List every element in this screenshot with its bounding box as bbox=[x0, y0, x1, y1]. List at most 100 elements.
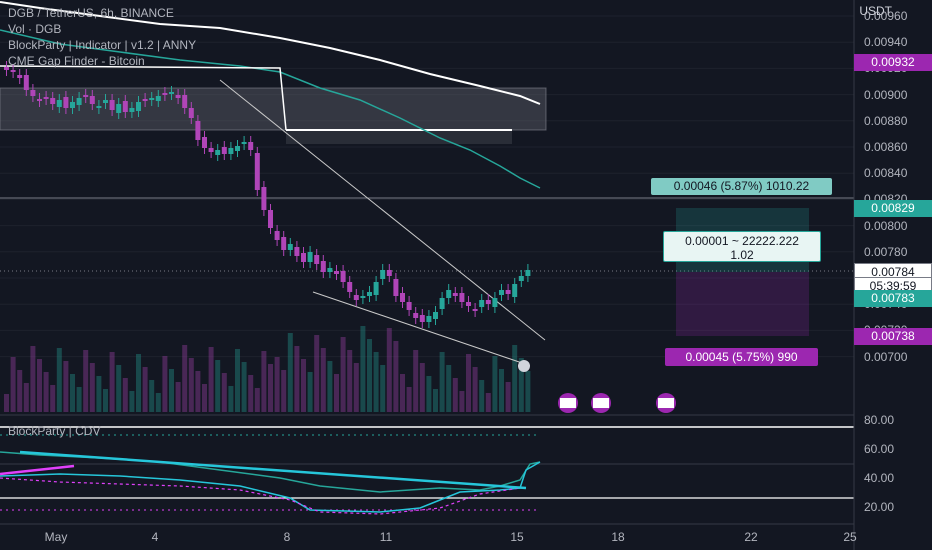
volume-bar bbox=[466, 354, 471, 412]
candle-body bbox=[301, 253, 306, 262]
volume-bar bbox=[37, 359, 42, 412]
volume-legend[interactable]: Vol · DGB bbox=[8, 22, 62, 36]
volume-bar bbox=[380, 365, 386, 412]
volume-bar bbox=[103, 389, 108, 412]
volume-bar bbox=[89, 363, 95, 412]
volume-bar bbox=[452, 378, 458, 412]
volume-bar bbox=[17, 370, 23, 412]
volume-bar bbox=[70, 374, 75, 412]
stop-price-label: 0.00738 bbox=[854, 328, 932, 345]
candle-body bbox=[122, 101, 128, 112]
candle-body bbox=[202, 137, 207, 148]
profit-target-box[interactable]: 0.00046 (5.87%) 1010.22 bbox=[651, 178, 832, 195]
volume-bar bbox=[320, 348, 326, 412]
candle-body bbox=[89, 96, 95, 104]
candle-body bbox=[347, 282, 353, 292]
symbol-legend[interactable]: DGB / TetherUS, 6h, BINANCE bbox=[8, 6, 174, 20]
time-tick: 8 bbox=[283, 530, 291, 544]
price-tick: 0.00860 bbox=[864, 140, 908, 154]
candle-body bbox=[235, 146, 240, 151]
cdv-tick: 60.00 bbox=[864, 442, 895, 456]
upper-band-line bbox=[0, 1, 541, 105]
cdv-legend[interactable]: BlockParty | CDV bbox=[8, 424, 101, 438]
volume-bar bbox=[334, 374, 339, 412]
candle-body bbox=[287, 244, 293, 250]
volume-bar bbox=[294, 346, 300, 412]
volume-bar bbox=[367, 339, 372, 412]
candle-body bbox=[274, 231, 280, 240]
volume-bar bbox=[426, 376, 432, 412]
skull-icon bbox=[518, 360, 530, 372]
volume-bar bbox=[472, 367, 478, 412]
candle-body bbox=[228, 148, 234, 154]
candle-body bbox=[512, 284, 518, 297]
candle-body bbox=[208, 148, 214, 152]
position-loss-zone bbox=[676, 272, 809, 336]
volume-bar bbox=[406, 387, 412, 412]
cme-gap-zone bbox=[0, 87, 547, 131]
volume-bar bbox=[446, 365, 452, 412]
entry-price-label: 0.00783 bbox=[854, 290, 932, 307]
target-price-label: 0.00829 bbox=[854, 200, 932, 217]
candle-body bbox=[23, 75, 29, 90]
cdv-pane bbox=[0, 426, 854, 515]
volume-bar bbox=[287, 333, 293, 412]
volume-bar bbox=[248, 375, 254, 412]
candle-body bbox=[136, 102, 141, 111]
cme-legend[interactable]: CME Gap Finder - Bitcoin bbox=[8, 54, 145, 68]
candle-body bbox=[334, 271, 339, 274]
candle-body bbox=[221, 147, 227, 154]
volume-bar bbox=[512, 345, 518, 412]
position-info-box[interactable]: 0.00001 ~ 22222.222 1.02 bbox=[663, 231, 821, 262]
candle-body bbox=[386, 270, 392, 276]
candle-body bbox=[56, 100, 62, 107]
volume-bars bbox=[4, 326, 531, 412]
volume-bar bbox=[360, 326, 366, 412]
candle-body bbox=[413, 313, 419, 318]
indicator-legend[interactable]: BlockParty | Indicator | v1.2 | ANNY bbox=[8, 38, 197, 52]
candle-body bbox=[499, 290, 504, 295]
zones bbox=[0, 87, 854, 336]
candlesticks[interactable] bbox=[4, 61, 531, 328]
candle-body bbox=[116, 104, 122, 113]
lower-band-line bbox=[0, 65, 287, 131]
event-markers[interactable] bbox=[558, 393, 676, 413]
volume-bar bbox=[56, 348, 62, 412]
volume-bar bbox=[155, 393, 161, 412]
stop-loss-box[interactable]: 0.00045 (5.75%) 990 bbox=[665, 348, 818, 366]
volume-bar bbox=[142, 367, 148, 412]
candle-body bbox=[63, 97, 69, 108]
volume-bar bbox=[492, 356, 498, 412]
candle-body bbox=[241, 142, 247, 144]
volume-bar bbox=[10, 357, 16, 412]
wedge-lower-trendline bbox=[312, 291, 529, 366]
cdv-tick: 40.00 bbox=[864, 471, 895, 485]
candle-body bbox=[439, 298, 445, 309]
time-tick: 22 bbox=[744, 530, 758, 544]
candle-body bbox=[307, 252, 313, 262]
candle-body bbox=[155, 96, 161, 101]
volume-bar bbox=[485, 393, 491, 412]
volume-bar bbox=[261, 351, 267, 412]
volume-bar bbox=[83, 350, 89, 412]
price-tick: 0.00960 bbox=[864, 9, 908, 23]
position-info-line1: 0.00001 ~ 22222.222 bbox=[685, 234, 799, 248]
candle-body bbox=[281, 237, 287, 250]
volume-bar bbox=[241, 362, 247, 412]
candle-body bbox=[83, 95, 89, 97]
candle-body bbox=[17, 75, 23, 78]
volume-bar bbox=[195, 371, 201, 412]
candle-body bbox=[76, 98, 82, 105]
candle-body bbox=[320, 261, 326, 272]
volume-bar bbox=[268, 364, 273, 412]
candle-body bbox=[426, 316, 432, 322]
volume-bar bbox=[386, 328, 392, 412]
volume-bar bbox=[188, 358, 194, 412]
volume-bar bbox=[393, 341, 399, 412]
volume-bar bbox=[50, 385, 56, 412]
candle-body bbox=[96, 106, 102, 108]
price-tick: 0.00840 bbox=[864, 166, 908, 181]
volume-bar bbox=[479, 380, 485, 412]
volume-bar bbox=[116, 365, 122, 412]
